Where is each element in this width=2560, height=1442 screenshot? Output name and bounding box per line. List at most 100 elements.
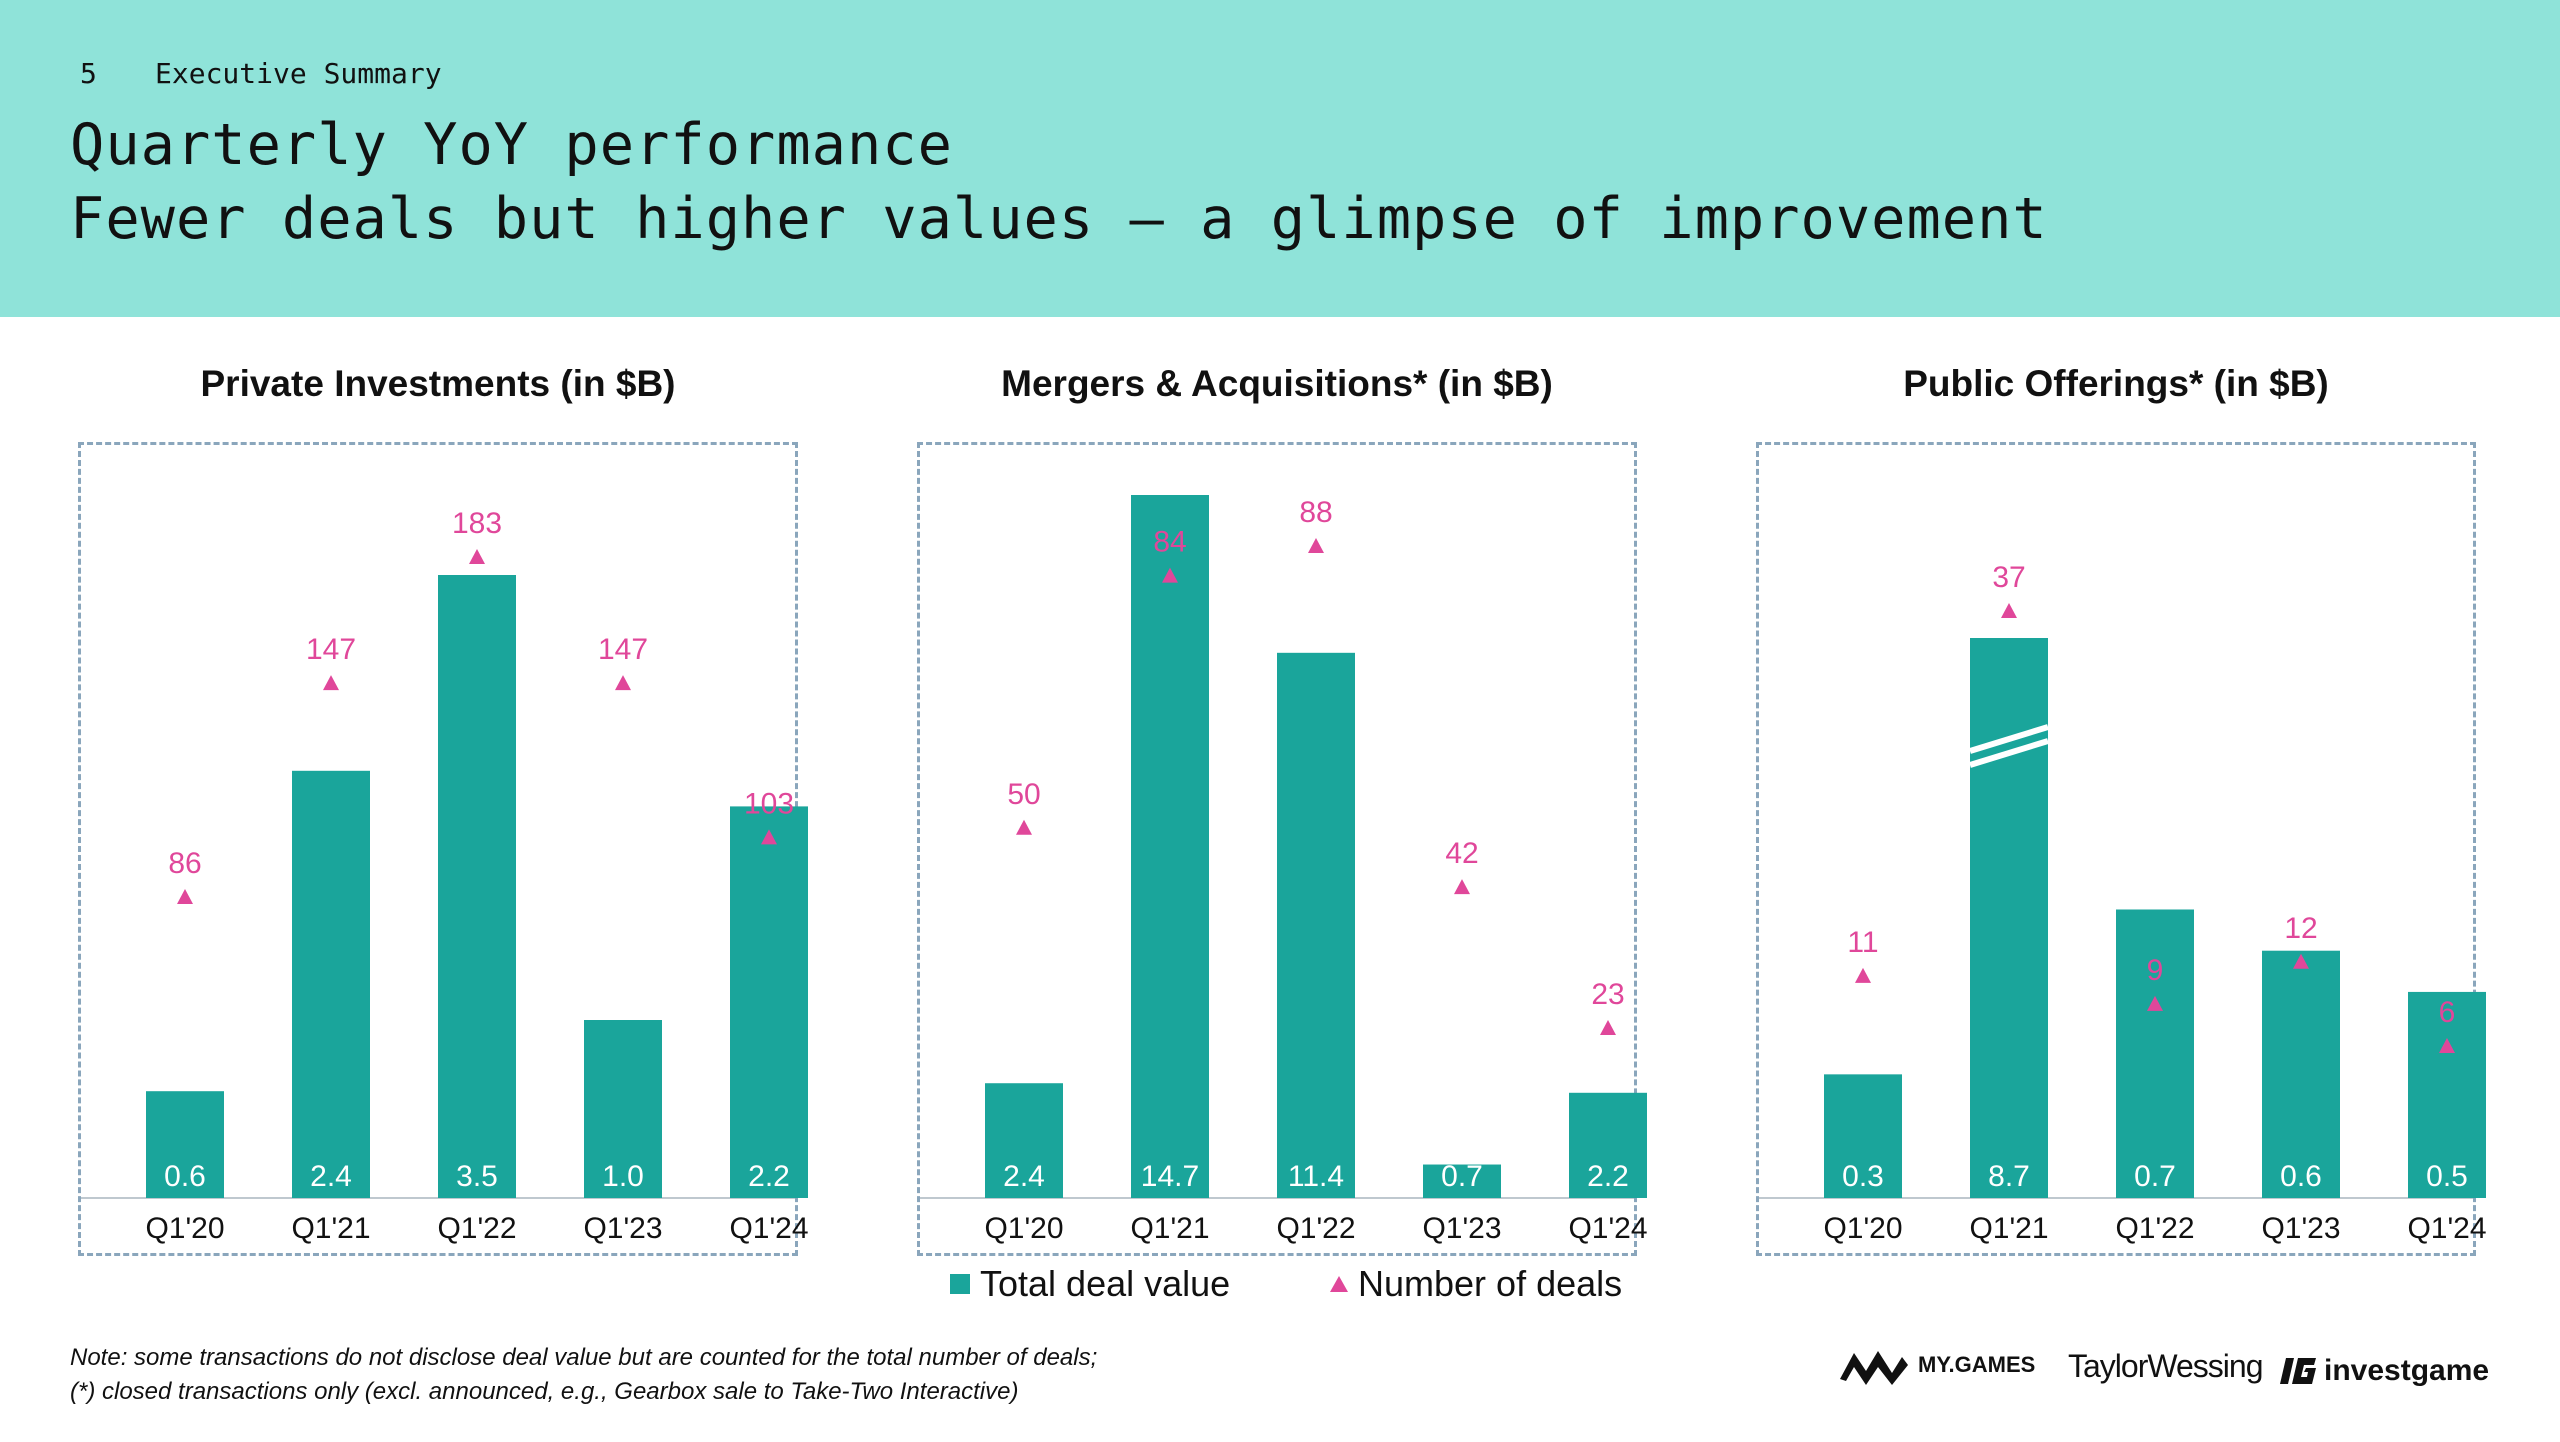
axis-break-mark: [1969, 738, 2049, 768]
category-label: Q1'21: [291, 1212, 370, 1245]
category-label: Q1'20: [145, 1212, 224, 1245]
category-label: Q1'20: [1823, 1212, 1902, 1245]
deal-count-marker: [177, 889, 193, 904]
deal-count-label: 84: [1153, 526, 1186, 559]
investgame-mark-icon: [2280, 1358, 2316, 1384]
bar-Q124: [730, 806, 808, 1198]
deal-count-marker: [1600, 1020, 1616, 1035]
deal-count-label: 50: [1007, 778, 1040, 811]
legend-item-deal-count: Number of deals: [1330, 1263, 1622, 1305]
bar-value-label: 3.5: [456, 1160, 498, 1193]
deal-count-label: 6: [2439, 996, 2456, 1029]
bar-value-label: 0.3: [1842, 1160, 1884, 1193]
chart-title-public: Public Offerings* (in $B): [1903, 363, 2329, 404]
bar-value-label: 0.5: [2426, 1160, 2468, 1193]
category-label: Q1'22: [2115, 1212, 2194, 1245]
category-label: Q1'23: [1422, 1212, 1501, 1245]
bar-Q122: [1277, 652, 1355, 1198]
deal-count-marker: [615, 675, 631, 691]
bar-value-label: 2.2: [748, 1160, 790, 1193]
deal-count-marker: [2147, 995, 2163, 1011]
investgame-logo: investgame: [2280, 1346, 2489, 1396]
bar-Q121: [292, 770, 370, 1198]
bar-Q123: [1423, 1164, 1501, 1198]
legend-square-icon: [950, 1274, 970, 1294]
category-label: Q1'23: [2261, 1212, 2340, 1245]
deal-count-marker: [1308, 538, 1324, 553]
deal-count-marker: [761, 829, 777, 845]
bar-Q121: [1131, 495, 1209, 1198]
deal-count-label: 12: [2284, 912, 2317, 945]
bar-value-label: 0.6: [164, 1160, 206, 1193]
legend-label-deal-value: Total deal value: [980, 1263, 1231, 1304]
bar-Q122: [2116, 909, 2194, 1198]
bar-value-label: 2.2: [1587, 1160, 1629, 1193]
section-label: Executive Summary: [155, 57, 442, 90]
bar-Q120: [146, 1091, 224, 1198]
bar-value-label: 2.4: [310, 1160, 352, 1193]
deal-count-marker: [1855, 967, 1871, 983]
deal-count-label: 37: [1992, 561, 2025, 594]
mygames-wordmark: MY.GAMES: [1918, 1352, 2036, 1377]
bar-value-label: 11.4: [1288, 1160, 1344, 1193]
taylorwessing-logo: TaylorWessing: [2068, 1348, 2263, 1384]
deal-count-marker: [1016, 819, 1032, 835]
deal-count-marker: [469, 549, 485, 564]
bar-Q120: [985, 1083, 1063, 1198]
bar-value-label: 8.7: [1988, 1160, 2030, 1193]
deal-count-label: 42: [1445, 837, 1478, 870]
deal-count-marker: [2439, 1038, 2455, 1053]
legend-triangle-icon: [1330, 1276, 1348, 1292]
category-label: Q1'21: [1130, 1212, 1209, 1245]
deal-count-label: 103: [744, 787, 794, 820]
bar-Q121: [1970, 638, 2048, 1198]
page-title: Quarterly YoY performance: [70, 112, 953, 178]
investgame-wordmark: investgame: [2324, 1354, 2490, 1387]
chart-title-mna: Mergers & Acquisitions* (in $B): [1001, 363, 1553, 404]
deal-count-label: 147: [306, 633, 356, 666]
category-label: Q1'24: [729, 1212, 808, 1245]
header-banner: 5 Executive Summary Quarterly YoY perfor…: [0, 0, 2560, 317]
deal-count-label: 183: [452, 507, 502, 540]
footnote-1: Note: some transactions do not disclose …: [70, 1344, 1098, 1371]
deal-count-marker: [1454, 879, 1470, 895]
bar-value-label: 0.7: [2134, 1160, 2176, 1193]
category-label: Q1'20: [984, 1212, 1063, 1245]
deal-count-marker: [2293, 953, 2309, 969]
category-label: Q1'22: [437, 1212, 516, 1245]
bar-Q124: [1569, 1092, 1647, 1198]
bar-value-label: 14.7: [1141, 1160, 1199, 1193]
bar-Q120: [1824, 1074, 1902, 1198]
chart-frame-mna: [917, 442, 1637, 1256]
bar-value-label: 0.6: [2280, 1160, 2322, 1193]
deal-count-label: 86: [168, 847, 201, 880]
bar-Q124: [2408, 991, 2486, 1198]
page-subtitle: Fewer deals but higher values — a glimps…: [70, 186, 2048, 252]
category-label: Q1'23: [583, 1212, 662, 1245]
deal-count-label: 147: [598, 633, 648, 666]
mygames-mark-icon: [1840, 1351, 1908, 1385]
bar-Q123: [584, 1020, 662, 1198]
bar-value-label: 1.0: [602, 1160, 644, 1193]
category-label: Q1'24: [1568, 1212, 1647, 1245]
page-number: 5: [80, 57, 97, 90]
category-label: Q1'24: [2407, 1212, 2486, 1245]
deal-count-marker: [2001, 603, 2017, 618]
deal-count-label: 23: [1591, 978, 1624, 1011]
chart-title-private: Private Investments (in $B): [200, 363, 676, 404]
legend-item-deal-value: Total deal value: [950, 1263, 1230, 1305]
category-label: Q1'22: [1276, 1212, 1355, 1245]
footnote-2: (*) closed transactions only (excl. anno…: [70, 1378, 1019, 1405]
deal-count-label: 11: [1847, 926, 1878, 959]
chart-frame-public: [1756, 442, 2476, 1256]
deal-count-label: 9: [2147, 954, 2164, 987]
category-label: Q1'21: [1969, 1212, 2048, 1245]
deal-count-marker: [323, 675, 339, 691]
deal-count-marker: [1162, 567, 1178, 583]
bar-Q123: [2262, 950, 2340, 1198]
bar-Q122: [438, 575, 516, 1198]
axis-break-mark: [1969, 724, 2049, 754]
bar-value-label: 0.7: [1441, 1160, 1483, 1193]
legend-label-deal-count: Number of deals: [1358, 1263, 1623, 1304]
